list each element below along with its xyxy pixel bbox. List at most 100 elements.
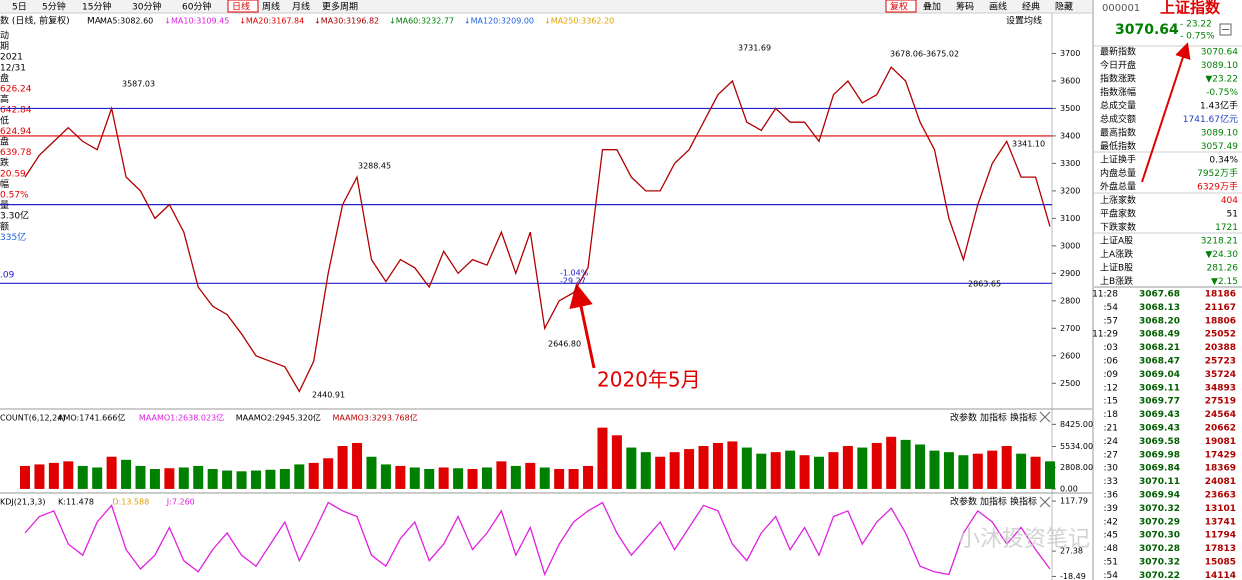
tick-price: 3070.30 xyxy=(1139,531,1180,541)
tab[interactable]: 5分钟 xyxy=(42,1,66,13)
volume-bar xyxy=(525,462,536,489)
quote-label: 下跌家数 xyxy=(1100,221,1136,233)
tick-time: :39 xyxy=(1104,504,1119,514)
quote-label: 指数涨跌 xyxy=(1100,73,1136,85)
pane-button[interactable]: 改参数 xyxy=(950,412,977,424)
price-annotation: 2440.91 xyxy=(312,391,345,400)
volume-bar xyxy=(626,447,637,489)
quote-value: -0.75% xyxy=(1206,88,1238,98)
tick-time: :21 xyxy=(1104,424,1118,434)
tick-price: 3069.43 xyxy=(1139,410,1180,420)
y-tick-label: 2700 xyxy=(1060,324,1080,333)
toolbar-button[interactable]: 画线 xyxy=(989,1,1007,13)
tab[interactable]: 周线 xyxy=(262,1,280,13)
ma-legend: ↓MA120:3209.00 xyxy=(464,17,534,26)
volume-bar xyxy=(568,469,579,489)
info-text: 639.78 xyxy=(0,148,32,158)
info-text: 0.57% xyxy=(0,191,29,201)
tick-volume: 18186 xyxy=(1205,290,1236,300)
tick-volume: 20662 xyxy=(1205,424,1236,434)
tick-price: 3069.94 xyxy=(1139,491,1180,501)
callout: 2020年5月 xyxy=(597,368,701,392)
settings-button[interactable]: 设置均线 xyxy=(1006,15,1042,27)
tab[interactable]: 60分钟 xyxy=(182,1,211,13)
quote-value: 6329万手 xyxy=(1197,181,1238,193)
volume-bar xyxy=(380,464,391,489)
volume-bar xyxy=(481,467,492,489)
quote-value: ▼2.15 xyxy=(1211,277,1238,287)
toolbar-button[interactable]: 筹码 xyxy=(956,1,974,13)
tick-time: :09 xyxy=(1104,370,1119,380)
tab[interactable]: 30分钟 xyxy=(132,1,161,13)
close-icon[interactable] xyxy=(1039,411,1051,423)
toolbar-button[interactable]: 经典 xyxy=(1022,1,1040,13)
volume-bar xyxy=(1016,453,1027,489)
tab[interactable]: 日线 xyxy=(232,1,250,13)
quote-label: 指数涨幅 xyxy=(1100,86,1136,98)
tick-time: :45 xyxy=(1104,531,1118,541)
tick-time: :54 xyxy=(1104,571,1119,580)
pane-button[interactable]: 换指标 xyxy=(1010,496,1037,508)
quote-value: 404 xyxy=(1221,196,1238,206)
tab[interactable]: 更多周期 xyxy=(322,1,358,13)
info-text: 盘 xyxy=(0,136,9,148)
volume-bar xyxy=(510,465,521,489)
info-text: 幅 xyxy=(0,178,9,190)
info-text: 动 xyxy=(0,31,9,42)
pane-legend: AMO:1741.666亿 xyxy=(58,413,125,423)
quote-value: 3070.64 xyxy=(1201,48,1238,58)
tick-price: 3069.84 xyxy=(1139,464,1180,474)
volume-bar xyxy=(886,436,897,489)
toolbar-button[interactable]: 叠加 xyxy=(923,2,941,13)
volume-bar xyxy=(250,470,261,489)
tick-volume: 14114 xyxy=(1205,571,1236,580)
toolbar-button[interactable]: 复权 xyxy=(890,1,908,13)
volume-bar xyxy=(92,467,103,489)
quote-label: 上B涨跌 xyxy=(1100,276,1133,287)
price-annotation: 2863.65 xyxy=(968,280,1001,289)
quote-label: 最低指数 xyxy=(1100,140,1136,152)
tick-price: 3069.11 xyxy=(1139,383,1180,393)
tick-volume: 11794 xyxy=(1205,531,1236,541)
volume-bar xyxy=(77,465,88,489)
volume-bar xyxy=(1030,456,1041,489)
y-tick-label: 2600 xyxy=(1060,351,1080,360)
pane-legend: K:11.478 xyxy=(58,498,94,507)
volume-bar xyxy=(727,441,738,489)
tick-time: :24 xyxy=(1104,437,1119,447)
tick-price: 3068.20 xyxy=(1139,316,1180,326)
tick-price: 3068.13 xyxy=(1139,303,1180,313)
y-tick-label: 3600 xyxy=(1060,76,1080,85)
quote-label: 内盘总量 xyxy=(1100,167,1136,179)
pane-button[interactable]: 加指标 xyxy=(980,496,1007,508)
volume-bar xyxy=(207,469,218,489)
pane-button[interactable]: 换指标 xyxy=(1010,412,1037,424)
toolbar-button[interactable]: 隐藏 xyxy=(1055,1,1073,13)
tick-price: 3068.47 xyxy=(1139,357,1180,367)
tick-volume: 24564 xyxy=(1205,410,1236,420)
quote-value: 1.43亿手 xyxy=(1200,100,1238,112)
quote-label: 平盘家数 xyxy=(1100,208,1136,220)
tick-volume: 35724 xyxy=(1205,370,1236,380)
tick-price: 3067.68 xyxy=(1139,290,1180,300)
tab[interactable]: 5日 xyxy=(12,2,27,13)
pane-button[interactable]: 改参数 xyxy=(950,496,977,508)
volume-bar xyxy=(164,468,175,489)
quote-value: ▼23.22 xyxy=(1205,75,1238,85)
quote-value: 281.26 xyxy=(1207,264,1239,274)
volume-bar xyxy=(915,444,926,489)
volume-bar xyxy=(467,469,478,489)
volume-bar xyxy=(972,453,983,489)
volume-bar xyxy=(741,447,752,489)
quote-label: 上涨家数 xyxy=(1100,194,1136,206)
panel-toggle[interactable] xyxy=(1219,23,1232,36)
tick-price: 3069.98 xyxy=(1139,450,1180,460)
tab[interactable]: 15分钟 xyxy=(82,1,111,13)
tab[interactable]: 月线 xyxy=(292,1,310,13)
tick-volume: 13741 xyxy=(1205,517,1236,527)
price-annotation: 3678.06-3675.02 xyxy=(890,50,959,59)
pane-button[interactable]: 加指标 xyxy=(980,412,1007,424)
volume-bar xyxy=(640,452,651,489)
info-text: 12/31 xyxy=(0,63,26,73)
close-icon[interactable] xyxy=(1039,496,1051,508)
